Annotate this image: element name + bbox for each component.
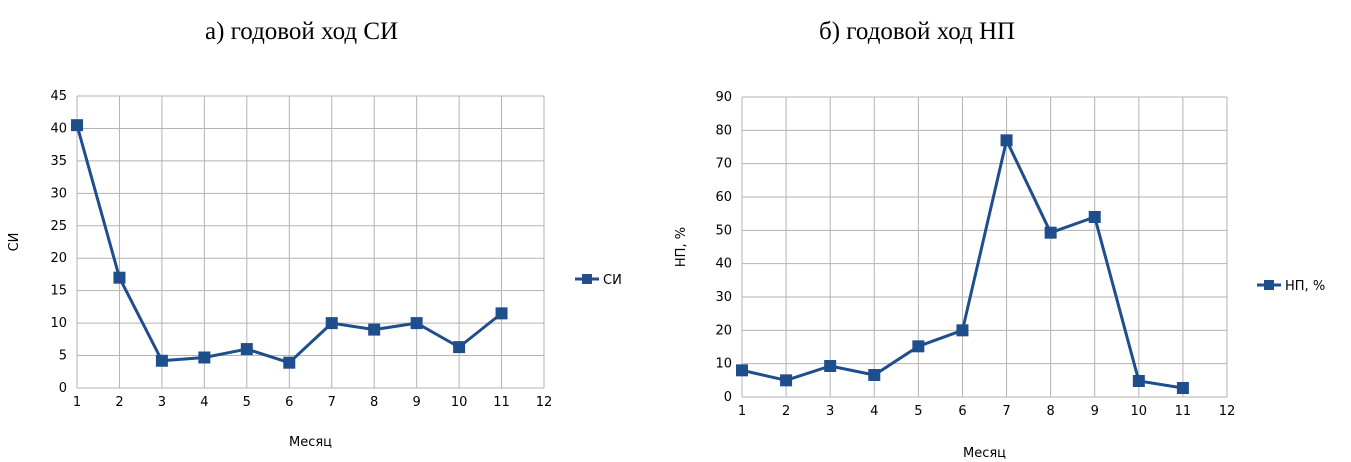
chart-a-data-point <box>71 119 83 132</box>
chart-a-x-tick-label: 7 <box>328 395 336 410</box>
chart-a-y-tick-label: 15 <box>50 284 67 299</box>
chart-b-data-point <box>912 340 925 353</box>
chart-a-y-tick-label: 5 <box>59 349 67 364</box>
chart-a-title: а) годовой ход СИ <box>205 18 399 45</box>
chart-a-legend-label: СИ <box>603 273 622 288</box>
chart-b-x-tick-label: 10 <box>1131 404 1148 419</box>
chart-b-y-tick-label: 50 <box>715 223 732 238</box>
chart-b-data-point <box>824 360 837 372</box>
chart-a-x-tick-label: 6 <box>285 395 293 410</box>
chart-b-data-point <box>1132 375 1145 387</box>
chart-b-y-tick-label: 80 <box>715 123 732 138</box>
chart-b-y-tick-label: 60 <box>715 190 732 205</box>
chart-a-y-tick-label: 40 <box>50 121 67 136</box>
chart-a-y-tick-label: 0 <box>59 381 67 396</box>
chart-a-x-tick-label: 11 <box>493 395 510 410</box>
chart-a-y-tick-label: 35 <box>50 154 67 169</box>
chart-b-data-point <box>1176 382 1189 394</box>
chart-a-data-point <box>410 317 423 330</box>
chart-a-x-tick-label: 1 <box>73 395 81 410</box>
chart-b-legend-marker <box>1264 280 1274 290</box>
chart-a-y-tick-label: 45 <box>50 89 67 104</box>
chart-b-x-tick-label: 12 <box>1219 404 1236 419</box>
chart-a-x-tick-label: 3 <box>158 395 166 410</box>
chart-a-y-tick-label: 10 <box>50 316 67 331</box>
chart-a-data-point <box>198 351 211 364</box>
chart-a-data-point <box>155 354 168 367</box>
chart-a-y-tick-label: 25 <box>50 219 67 234</box>
chart-b-x-tick-label: 2 <box>782 404 790 419</box>
chart-a-x-tick-label: 12 <box>536 395 553 410</box>
chart-a-data-point <box>453 341 466 354</box>
chart-b-x-tick-label: 6 <box>958 404 966 419</box>
chart-a-data-point <box>495 307 508 320</box>
chart-b-x-tick-label: 8 <box>1046 404 1054 419</box>
chart-b-x-tick-label: 9 <box>1091 404 1099 419</box>
chart-b-legend-label: НП, % <box>1285 279 1325 294</box>
chart-a-y-axis-label: СИ <box>7 233 22 252</box>
chart-b-y-tick-label: 30 <box>715 290 732 305</box>
chart-a-data-point <box>240 343 253 356</box>
chart-b-data-point <box>1088 211 1101 223</box>
chart-b-x-tick-label: 3 <box>826 404 834 419</box>
chart-b-y-tick-label: 70 <box>715 157 732 172</box>
chart-b-y-axis-label: НП, % <box>674 227 689 267</box>
chart-b-data-point <box>868 369 881 381</box>
chart-b-data-point <box>736 364 748 377</box>
chart-a-x-tick-label: 8 <box>370 395 378 410</box>
chart-a-y-tick-label: 30 <box>50 186 67 201</box>
chart-a-x-tick-label: 5 <box>243 395 251 410</box>
chart-a-x-axis-label: Месяц <box>289 435 332 450</box>
chart-b-data-point <box>956 324 969 337</box>
chart-b-x-tick-label: 5 <box>914 404 922 419</box>
chart-a-x-tick-label: 4 <box>200 395 208 410</box>
chart-a-legend-marker <box>582 274 592 284</box>
chart-b-x-axis-label: Месяц <box>963 446 1006 461</box>
chart-b-x-tick-label: 7 <box>1002 404 1010 419</box>
chart-a-data-point <box>283 356 296 369</box>
chart-b-y-tick-label: 90 <box>715 90 732 105</box>
chart-b-y-tick-label: 40 <box>715 257 732 272</box>
chart-b-y-tick-label: 0 <box>724 390 732 405</box>
chart-a-data-point <box>113 271 126 284</box>
chart-b-data-point <box>780 374 793 387</box>
chart-b-x-tick-label: 4 <box>870 404 878 419</box>
chart-a-x-tick-label: 10 <box>451 395 468 410</box>
chart-a-x-tick-label: 9 <box>412 395 420 410</box>
chart-b-x-tick-label: 1 <box>738 404 746 419</box>
chart-a-x-tick-label: 2 <box>115 395 123 410</box>
chart-b-y-tick-label: 20 <box>715 323 732 338</box>
chart-b-data-point <box>1044 226 1057 239</box>
chart-a-data-point <box>368 323 381 336</box>
chart-b-x-tick-label: 11 <box>1175 404 1192 419</box>
chart-b-y-tick-label: 10 <box>715 357 732 372</box>
chart-b-title: б) годовой ход НП <box>819 18 1016 45</box>
chart-a-data-point <box>325 317 338 330</box>
chart-a-y-tick-label: 20 <box>50 251 67 266</box>
chart-b-data-point <box>1000 134 1013 147</box>
